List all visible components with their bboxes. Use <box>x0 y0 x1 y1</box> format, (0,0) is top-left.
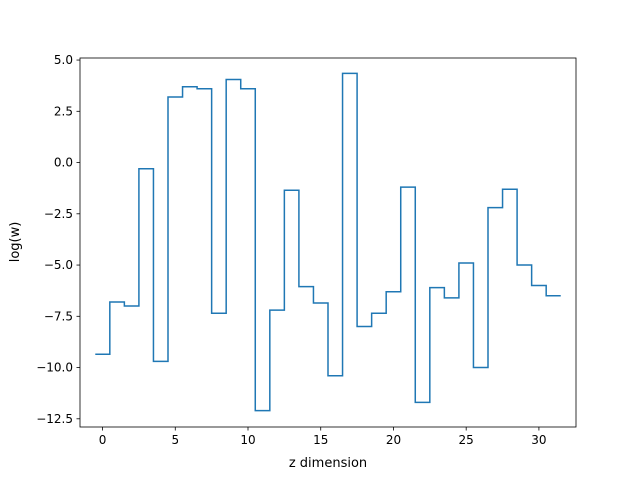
x-tick-label: 30 <box>531 433 546 447</box>
plot-area <box>79 57 577 428</box>
y-tick-label: 0.0 <box>54 156 73 170</box>
y-axis-ticks: −12.5 −10.0 −7.5 −5.0 −2.5 0.0 2.5 5.0 <box>36 53 80 426</box>
x-axis-label: z dimension <box>289 456 367 471</box>
x-tick-label: 10 <box>240 433 255 447</box>
x-axis-ticks: 0 5 10 15 20 25 30 <box>99 427 547 447</box>
x-tick-label: 0 <box>99 433 107 447</box>
y-tick-label: −12.5 <box>36 412 73 426</box>
y-axis-label: log(w) <box>8 222 23 263</box>
y-tick-label: 2.5 <box>54 104 73 118</box>
y-tick-label: −2.5 <box>44 207 73 221</box>
x-tick-label: 5 <box>171 433 179 447</box>
plot-frame <box>79 57 577 428</box>
y-tick-label: −5.0 <box>44 258 73 272</box>
y-tick-label: 5.0 <box>54 53 73 67</box>
y-tick-label: −10.0 <box>36 361 73 375</box>
x-tick-label: 25 <box>459 433 474 447</box>
x-tick-label: 20 <box>386 433 401 447</box>
series-line <box>95 72 561 412</box>
y-tick-label: −7.5 <box>44 309 73 323</box>
x-tick-label: 15 <box>313 433 328 447</box>
